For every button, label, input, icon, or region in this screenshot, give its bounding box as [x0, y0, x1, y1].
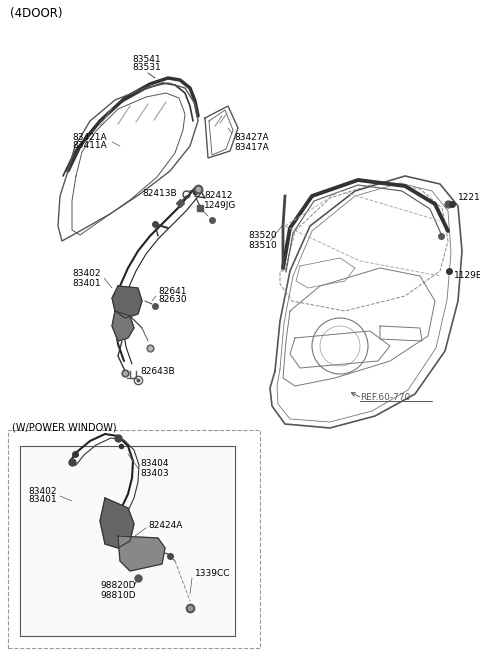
Text: 83421A: 83421A — [72, 133, 107, 142]
Text: 1221CF: 1221CF — [458, 194, 480, 203]
Text: 82630: 82630 — [158, 295, 187, 304]
Text: 82641: 82641 — [158, 287, 187, 295]
Text: 82413B: 82413B — [142, 188, 177, 197]
Text: (W/POWER WINDOW): (W/POWER WINDOW) — [12, 423, 117, 433]
Text: 82643B: 82643B — [140, 367, 175, 375]
Text: 83401: 83401 — [72, 279, 101, 287]
Text: 83417A: 83417A — [234, 142, 269, 152]
Text: 83427A: 83427A — [234, 134, 269, 142]
Text: 83404: 83404 — [140, 459, 168, 468]
FancyBboxPatch shape — [20, 446, 235, 636]
Text: 83411A: 83411A — [72, 142, 107, 150]
Text: 98820D: 98820D — [100, 581, 135, 590]
Text: 83403: 83403 — [140, 468, 168, 478]
Text: 83520: 83520 — [248, 232, 276, 241]
Text: 83531: 83531 — [132, 64, 161, 73]
Text: 1339CC: 1339CC — [195, 569, 230, 579]
Text: 82424A: 82424A — [148, 522, 182, 531]
Text: 83541: 83541 — [132, 54, 161, 64]
Text: 83401: 83401 — [28, 495, 57, 504]
Text: (4DOOR): (4DOOR) — [10, 7, 62, 20]
Polygon shape — [118, 536, 165, 571]
Polygon shape — [112, 286, 142, 318]
Text: 98810D: 98810D — [100, 590, 136, 600]
Text: 1129EC: 1129EC — [454, 272, 480, 281]
Text: 83510: 83510 — [248, 241, 277, 249]
Polygon shape — [112, 311, 134, 341]
Text: REF.60-770: REF.60-770 — [360, 394, 410, 403]
Text: 82412: 82412 — [204, 192, 232, 201]
Text: 83402: 83402 — [28, 487, 57, 495]
Text: 1249JG: 1249JG — [204, 201, 236, 209]
Polygon shape — [100, 498, 134, 548]
Text: 83402: 83402 — [72, 270, 100, 279]
